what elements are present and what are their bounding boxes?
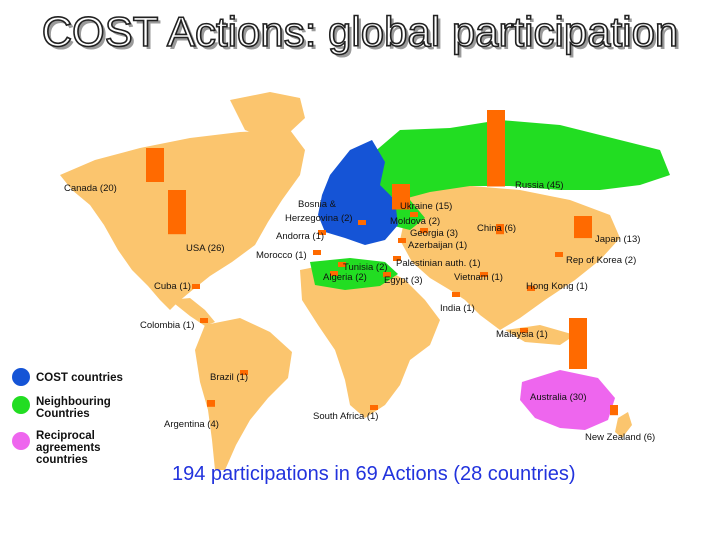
label-algeria: Algeria (2) bbox=[323, 272, 367, 283]
label-moldova: Moldova (2) bbox=[390, 216, 440, 227]
label-rep-of-korea: Rep of Korea (2) bbox=[566, 255, 636, 266]
south-america bbox=[195, 318, 292, 470]
north-africa-neighbouring bbox=[310, 258, 398, 290]
label-tunisia: Tunisia (2) bbox=[343, 262, 388, 273]
bar-andorra bbox=[318, 230, 326, 235]
label-china: China (6) bbox=[477, 223, 516, 234]
label-colombia: Colombia (1) bbox=[140, 320, 194, 331]
participation-summary: 194 participations in 69 Actions (28 cou… bbox=[172, 463, 576, 485]
bar-argentina bbox=[207, 400, 215, 407]
label-usa: USA (26) bbox=[186, 243, 225, 254]
legend-label-neighbouring: Neighbouring Countries bbox=[36, 396, 111, 420]
bar-south-africa bbox=[370, 405, 378, 410]
label-bosnia-herzegovina-line2: Herzegovina (2) bbox=[285, 213, 353, 224]
label-canada: Canada (20) bbox=[64, 183, 117, 194]
greenland bbox=[230, 92, 305, 138]
bar-usa bbox=[168, 190, 186, 235]
bar-ukraine bbox=[392, 184, 410, 210]
bar-russia bbox=[487, 110, 505, 187]
label-bosnia-herzegovina-line1: Bosnia & bbox=[298, 199, 337, 210]
label-russia: Russia (45) bbox=[515, 180, 564, 191]
legend-swatch-reciprocal bbox=[12, 432, 30, 450]
legend-label-reciprocal: Reciprocal agreements countries bbox=[36, 430, 101, 466]
bar-azerbaijan bbox=[398, 238, 406, 243]
bar-rep-of-korea bbox=[555, 252, 563, 257]
label-japan: Japan (13) bbox=[595, 234, 640, 245]
label-india: India (1) bbox=[440, 303, 475, 314]
bar-algeria bbox=[330, 271, 338, 276]
bar-china bbox=[496, 224, 504, 235]
bar-georgia bbox=[420, 228, 428, 234]
label-cuba: Cuba (1) bbox=[154, 281, 191, 292]
europe-cost bbox=[318, 140, 398, 245]
label-hong-kong: Hong Kong (1) bbox=[526, 281, 588, 292]
bar-colombia bbox=[200, 318, 208, 323]
bar-hong-kong bbox=[527, 286, 535, 291]
legend-swatch-cost bbox=[12, 368, 30, 386]
label-malaysia: Malaysia (1) bbox=[496, 329, 548, 340]
label-brazil: Brazil (1) bbox=[210, 372, 248, 383]
bar-egypt bbox=[383, 272, 391, 278]
bar-new-zealand bbox=[610, 405, 618, 416]
bar-canada bbox=[146, 148, 164, 182]
bar-australia bbox=[569, 318, 587, 369]
label-palestinian-auth-: Palestinian auth. (1) bbox=[396, 258, 481, 269]
page-title: COST Actions: global participation bbox=[41, 7, 679, 56]
label-ukraine: Ukraine (15) bbox=[400, 201, 452, 212]
country-labels: Canada (20) Russia (45) USA (26) Bosnia & He… bbox=[64, 180, 655, 443]
bar-tunisia bbox=[338, 262, 346, 267]
australia-reciprocal bbox=[520, 370, 615, 430]
label-morocco: Morocco (1) bbox=[256, 250, 307, 261]
bar-malaysia bbox=[520, 328, 528, 333]
bar-brazil bbox=[240, 370, 248, 375]
africa bbox=[300, 262, 440, 418]
bar-morocco bbox=[313, 250, 321, 255]
bar-japan bbox=[574, 216, 592, 239]
asia bbox=[400, 185, 620, 330]
legend-label-cost: COST countries bbox=[36, 372, 123, 384]
bar-bosnia-herzegovina bbox=[358, 220, 366, 225]
bar-palestinian-auth- bbox=[393, 256, 401, 261]
label-new-zealand: New Zealand (6) bbox=[585, 432, 655, 443]
russia-neighbouring bbox=[365, 120, 670, 200]
new-zealand bbox=[615, 412, 632, 438]
label-andorra: Andorra (1) bbox=[276, 231, 324, 242]
legend-swatch-neighbouring bbox=[12, 396, 30, 414]
bar-vietnam bbox=[480, 272, 488, 277]
label-azerbaijan: Azerbaijan (1) bbox=[408, 240, 467, 251]
bar-cuba bbox=[192, 284, 200, 289]
label-south-africa: South Africa (1) bbox=[313, 411, 378, 422]
label-georgia: Georgia (3) bbox=[410, 228, 458, 239]
bar-india bbox=[452, 292, 460, 297]
label-vietnam: Vietnam (1) bbox=[454, 272, 503, 283]
bar-moldova bbox=[410, 212, 418, 217]
label-argentina: Argentina (4) bbox=[164, 419, 219, 430]
participation-bars bbox=[146, 110, 618, 416]
label-egypt: Egypt (3) bbox=[384, 275, 423, 286]
label-australia: Australia (30) bbox=[530, 392, 587, 403]
